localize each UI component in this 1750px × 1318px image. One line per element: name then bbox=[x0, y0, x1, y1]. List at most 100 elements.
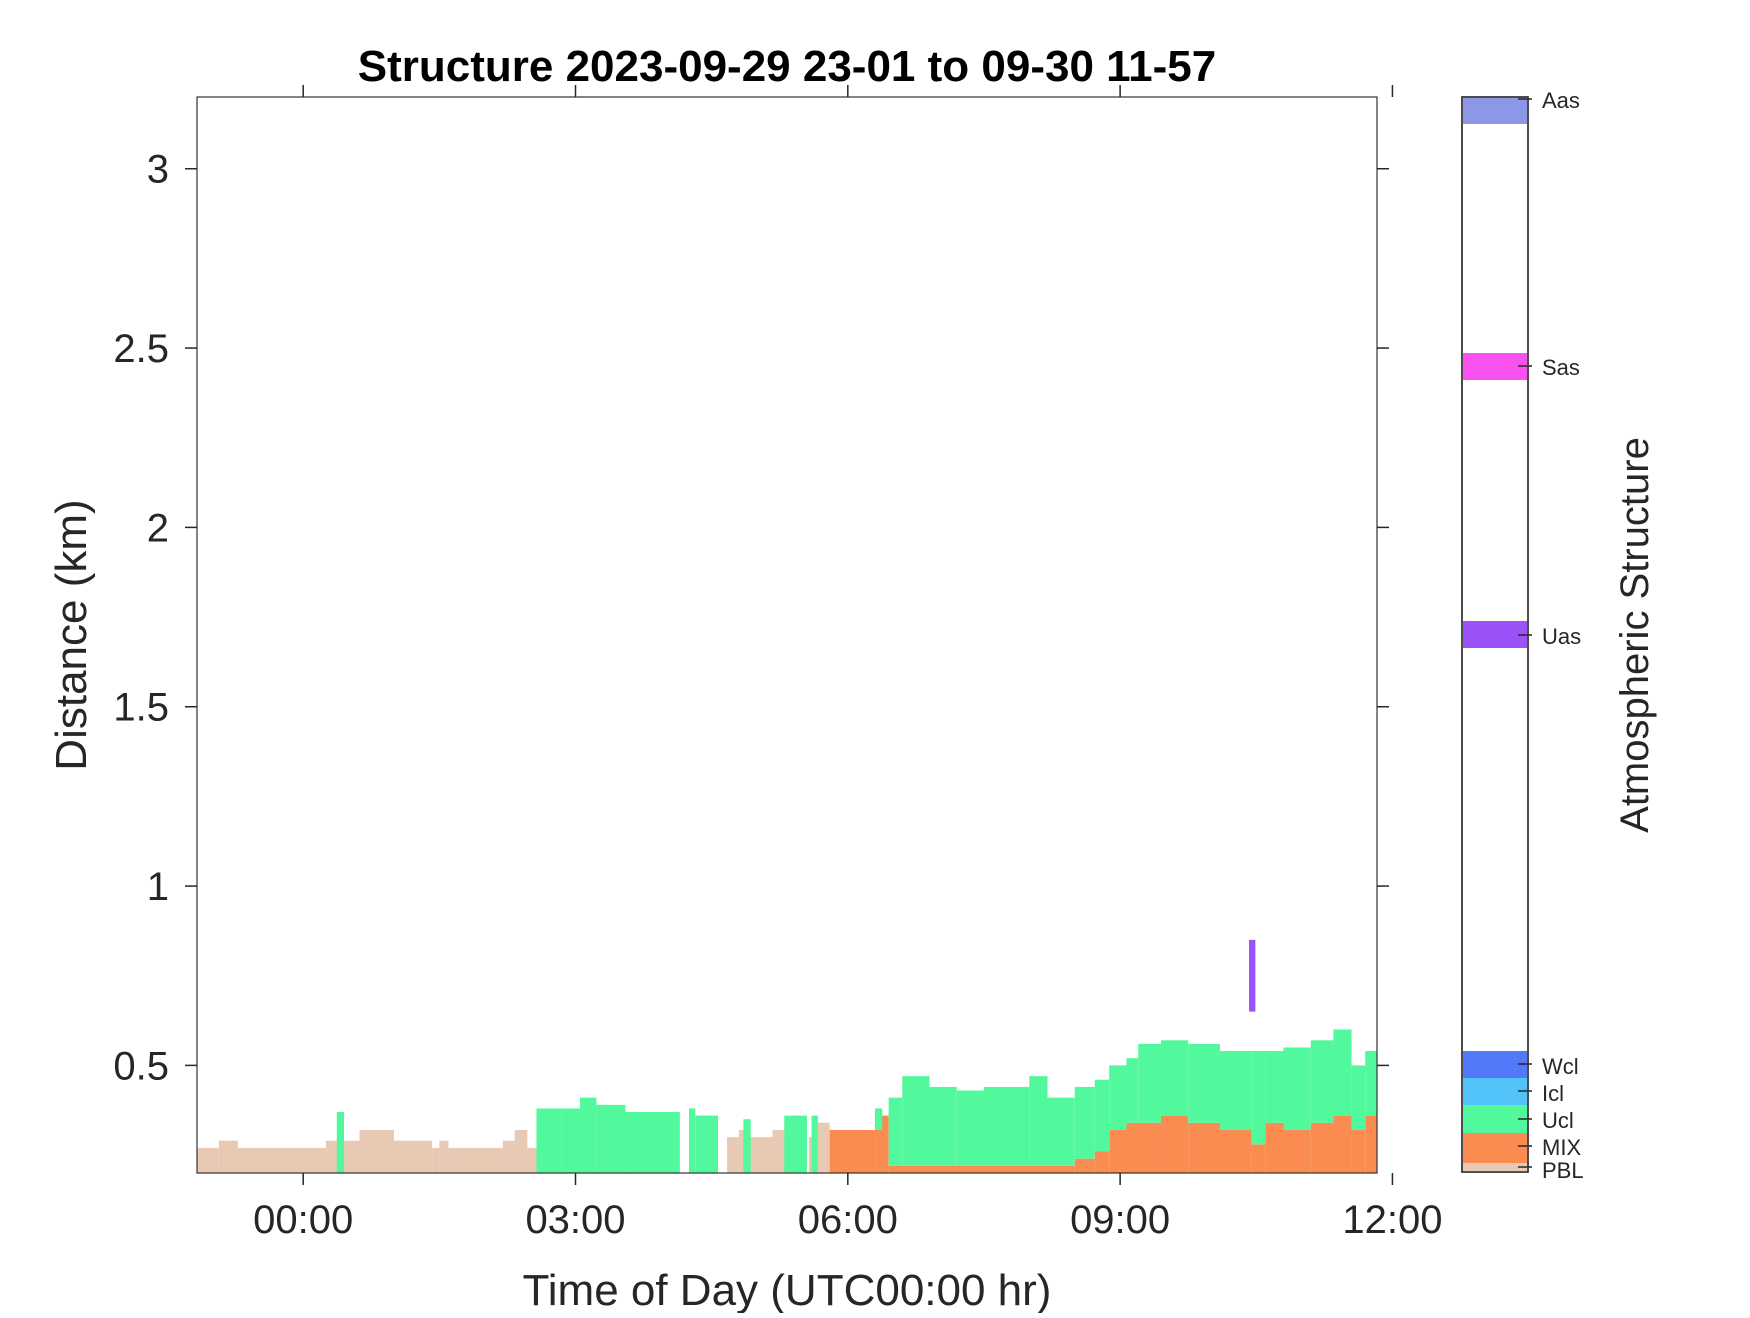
cell-ucl-1 bbox=[536, 1108, 562, 1173]
cell-ucl-17 bbox=[1029, 1076, 1048, 1166]
cell-ucl-23 bbox=[1138, 1043, 1161, 1123]
cell-ucl-28 bbox=[1265, 1051, 1284, 1123]
cell-mix-4 bbox=[1094, 1151, 1110, 1173]
chart-title: Structure 2023-09-29 23-01 to 09-30 11-5… bbox=[358, 42, 1217, 91]
cell-mix-3 bbox=[1074, 1158, 1095, 1173]
cell-mix-12 bbox=[1283, 1129, 1311, 1173]
colorbar-label: Atmospheric Structure bbox=[1613, 437, 1657, 833]
cell-ucl-3 bbox=[580, 1097, 597, 1173]
cell-ucl-20 bbox=[1094, 1079, 1110, 1152]
cell-pbl-5 bbox=[393, 1140, 433, 1173]
cell-pbl-17 bbox=[817, 1122, 830, 1173]
y-tick-label-4: 2.5 bbox=[113, 327, 169, 371]
cell-mix-10 bbox=[1251, 1144, 1266, 1173]
structure-cells bbox=[197, 939, 1377, 1173]
cell-pbl-8 bbox=[448, 1147, 503, 1173]
cell-mix-14 bbox=[1333, 1115, 1352, 1173]
cell-ucl-7 bbox=[695, 1115, 719, 1173]
cell-pbl-12 bbox=[727, 1137, 739, 1173]
cell-mix-16 bbox=[1365, 1115, 1377, 1173]
y-tick-label-2: 1.5 bbox=[113, 686, 169, 730]
cell-ucl-29 bbox=[1283, 1047, 1311, 1130]
cell-ucl-24 bbox=[1160, 1040, 1189, 1116]
cell-mix-13 bbox=[1310, 1122, 1334, 1173]
cell-mix-0 bbox=[829, 1129, 876, 1173]
y-axis-label: Distance (km) bbox=[47, 499, 96, 770]
cell-ucl-15 bbox=[956, 1090, 984, 1166]
y-axis-ticks: 0.5 1 1.5 2 2.5 3 bbox=[113, 148, 1389, 1088]
x-axis-ticks: 00:00 03:00 06:00 09:00 12:00 bbox=[253, 85, 1442, 1242]
x-tick-label-2: 06:00 bbox=[798, 1198, 898, 1242]
cell-pbl-1 bbox=[218, 1140, 238, 1173]
colorbar-swatch-wcl bbox=[1463, 1051, 1527, 1078]
cell-mix-8 bbox=[1188, 1122, 1220, 1173]
cell-mix-2 bbox=[888, 1165, 1075, 1173]
colorbar-outline bbox=[1461, 96, 1529, 1173]
colorbar-label-pbl: PBL bbox=[1542, 1158, 1584, 1183]
colorbar-label-ucl: Ucl bbox=[1542, 1108, 1574, 1133]
cell-ucl-26 bbox=[1219, 1051, 1252, 1130]
x-tick-label-1: 03:00 bbox=[525, 1198, 625, 1242]
y-tick-label-5: 3 bbox=[147, 148, 169, 192]
cell-pbl-13 bbox=[738, 1129, 747, 1173]
cell-ucl-6 bbox=[688, 1108, 696, 1173]
cell-mix-11 bbox=[1265, 1122, 1284, 1173]
colorbar-swatch-ucl bbox=[1463, 1105, 1527, 1133]
y-tick-label-3: 2 bbox=[147, 506, 169, 550]
colorbar-label-uas: Uas bbox=[1542, 624, 1581, 649]
cell-ucl-12 bbox=[888, 1097, 903, 1166]
plot-frame bbox=[196, 96, 1378, 1174]
cell-mix-15 bbox=[1351, 1129, 1366, 1173]
cell-ucl-25 bbox=[1188, 1043, 1220, 1123]
cell-ucl-27 bbox=[1251, 1051, 1266, 1145]
cell-ucl-19 bbox=[1074, 1086, 1095, 1159]
x-tick-label-3: 09:00 bbox=[1070, 1198, 1170, 1242]
cell-ucl-16 bbox=[983, 1086, 1030, 1166]
colorbar-label-icl: Icl bbox=[1542, 1081, 1564, 1106]
cell-ucl-33 bbox=[1365, 1051, 1377, 1116]
cell-ucl-9 bbox=[784, 1115, 807, 1173]
cell-pbl-11 bbox=[527, 1147, 537, 1173]
x-tick-label-0: 00:00 bbox=[253, 1198, 353, 1242]
cell-pbl-10 bbox=[514, 1129, 528, 1173]
cell-ucl-22 bbox=[1126, 1058, 1139, 1123]
colorbar-label-mix: MIX bbox=[1542, 1135, 1581, 1160]
y-tick-label-1: 1 bbox=[147, 865, 169, 909]
colorbar-swatch-aas bbox=[1463, 97, 1527, 124]
cell-ucl-21 bbox=[1109, 1065, 1127, 1130]
colorbar-swatch-pbl bbox=[1463, 1163, 1527, 1172]
colorbar-label-sas: Sas bbox=[1542, 355, 1580, 380]
cell-ucl-18 bbox=[1047, 1097, 1075, 1166]
cell-mix-7 bbox=[1160, 1115, 1189, 1173]
cell-ucl-31 bbox=[1333, 1029, 1352, 1116]
cell-ucl-5 bbox=[625, 1112, 680, 1173]
cell-mix-6 bbox=[1126, 1122, 1161, 1173]
colorbar-swatch-mix bbox=[1463, 1133, 1527, 1163]
cell-pbl-2 bbox=[237, 1147, 326, 1173]
cell-pbl-6 bbox=[432, 1147, 440, 1173]
y-tick-label-0: 0.5 bbox=[113, 1044, 169, 1088]
cell-ucl-11 bbox=[875, 1108, 883, 1130]
cell-pbl-9 bbox=[502, 1140, 515, 1173]
cell-mix-5 bbox=[1109, 1129, 1127, 1173]
cell-mix-9 bbox=[1219, 1129, 1252, 1173]
colorbar-swatch-icl bbox=[1463, 1078, 1527, 1105]
colorbar-swatch-uas bbox=[1463, 621, 1527, 648]
colorbar-label-aas: Aas bbox=[1542, 88, 1580, 113]
cell-pbl-4 bbox=[359, 1129, 394, 1173]
cell-pbl-7 bbox=[439, 1140, 449, 1173]
cell-ucl-0 bbox=[336, 1112, 345, 1173]
colorbar-label-wcl: Wcl bbox=[1542, 1054, 1579, 1079]
cell-ucl-30 bbox=[1310, 1040, 1334, 1123]
cell-uas-0 bbox=[1249, 939, 1256, 1012]
x-axis-label: Time of Day (UTC00:00 hr) bbox=[523, 1266, 1052, 1313]
cell-ucl-8 bbox=[743, 1119, 751, 1173]
cell-ucl-13 bbox=[902, 1076, 930, 1166]
cell-ucl-32 bbox=[1351, 1065, 1366, 1130]
cell-ucl-4 bbox=[596, 1104, 626, 1173]
cell-ucl-2 bbox=[561, 1108, 581, 1173]
cell-ucl-10 bbox=[811, 1115, 818, 1173]
